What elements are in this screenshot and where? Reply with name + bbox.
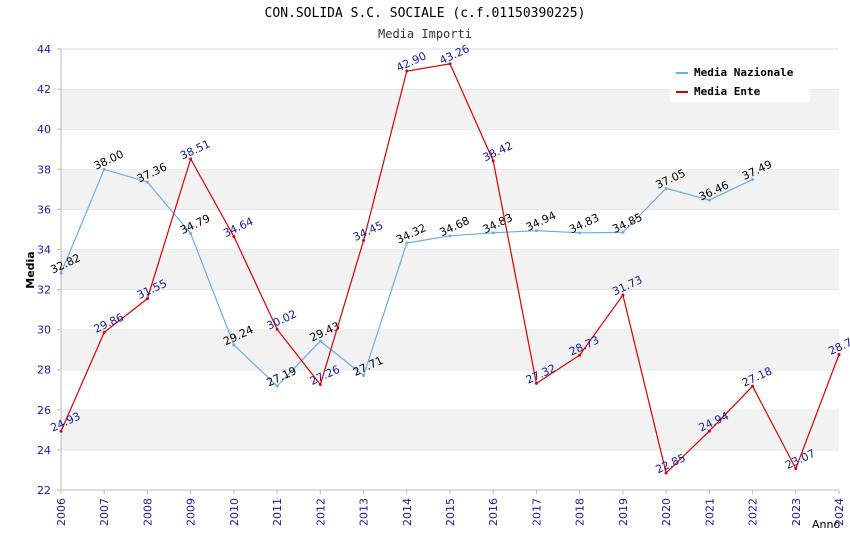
x-tick-label: 2008: [141, 498, 154, 526]
data-point: [578, 353, 582, 357]
x-tick-label: 2015: [444, 498, 457, 526]
grid-band: [61, 449, 839, 490]
data-point: [232, 235, 236, 239]
y-tick-label: 24: [37, 444, 51, 457]
grid-band: [61, 169, 839, 210]
data-point: [275, 327, 279, 331]
x-tick-label: 2023: [790, 498, 803, 526]
y-tick-label: 36: [37, 203, 51, 216]
x-tick-label: 2016: [487, 498, 500, 526]
x-tick-label: 2017: [530, 498, 543, 526]
data-point: [145, 180, 149, 184]
data-point: [707, 198, 711, 202]
data-point: [405, 241, 409, 245]
data-point: [751, 177, 755, 181]
data-point: [664, 186, 668, 190]
x-tick-label: 2022: [747, 498, 760, 526]
grid-band: [61, 329, 839, 370]
data-point: [362, 374, 366, 378]
data-point: [448, 62, 452, 66]
data-point: [362, 238, 366, 242]
data-point: [318, 383, 322, 387]
chart-title: CON.SOLIDA S.C. SOCIALE (c.f.01150390225…: [264, 6, 586, 21]
data-point: [621, 230, 625, 234]
y-tick-label: 32: [37, 284, 51, 297]
chart-subtitle: Media Importi: [378, 27, 472, 41]
data-point: [534, 381, 538, 385]
data-point: [102, 167, 106, 171]
data-point: [405, 69, 409, 73]
y-tick-label: 34: [37, 243, 51, 256]
y-tick-label: 38: [37, 163, 51, 176]
x-tick-label: 2014: [401, 498, 414, 526]
x-tick-label: 2024: [833, 498, 846, 526]
data-point: [145, 297, 149, 301]
data-point: [102, 330, 106, 334]
x-tick-label: 2010: [228, 498, 241, 526]
legend-box: [670, 58, 810, 102]
data-point: [578, 231, 582, 235]
y-tick-label: 42: [37, 83, 51, 96]
data-point: [318, 339, 322, 343]
y-tick-label: 26: [37, 404, 51, 417]
y-tick-label: 22: [37, 484, 51, 497]
x-tick-label: 2019: [617, 498, 630, 526]
x-tick-label: 2011: [271, 498, 284, 526]
grid-band: [61, 209, 839, 250]
data-point: [232, 343, 236, 347]
x-tick-label: 2009: [185, 498, 198, 526]
data-point: [664, 471, 668, 475]
data-point: [189, 232, 193, 236]
grid-band: [61, 369, 839, 410]
grid-band: [61, 289, 839, 330]
data-point: [448, 234, 452, 238]
data-point: [707, 429, 711, 433]
x-tick-label: 2018: [574, 498, 587, 526]
x-tick-label: 2021: [703, 498, 716, 526]
grid-band: [61, 129, 839, 170]
data-point: [275, 384, 279, 388]
x-tick-label: 2020: [660, 498, 673, 526]
data-point: [837, 352, 841, 356]
x-axis-title: Anno: [812, 518, 840, 531]
y-tick-label: 44: [37, 43, 51, 56]
data-point: [59, 429, 63, 433]
legend-label: Media Nazionale: [694, 66, 794, 79]
x-tick-label: 2012: [314, 498, 327, 526]
data-point: [534, 229, 538, 233]
x-tick-label: 2006: [55, 498, 68, 526]
y-tick-label: 30: [37, 324, 51, 337]
y-tick-label: 40: [37, 123, 51, 136]
x-tick-label: 2007: [98, 498, 111, 526]
y-axis-title: Media: [24, 251, 37, 288]
data-point: [491, 231, 495, 235]
data-point: [621, 293, 625, 297]
data-point: [189, 157, 193, 161]
legend-label: Media Ente: [694, 85, 761, 98]
y-tick-label: 28: [37, 364, 51, 377]
data-point: [794, 467, 798, 471]
data-point: [751, 384, 755, 388]
data-point: [59, 271, 63, 275]
grid-band: [61, 249, 839, 290]
x-tick-label: 2013: [358, 498, 371, 526]
data-point: [491, 159, 495, 163]
